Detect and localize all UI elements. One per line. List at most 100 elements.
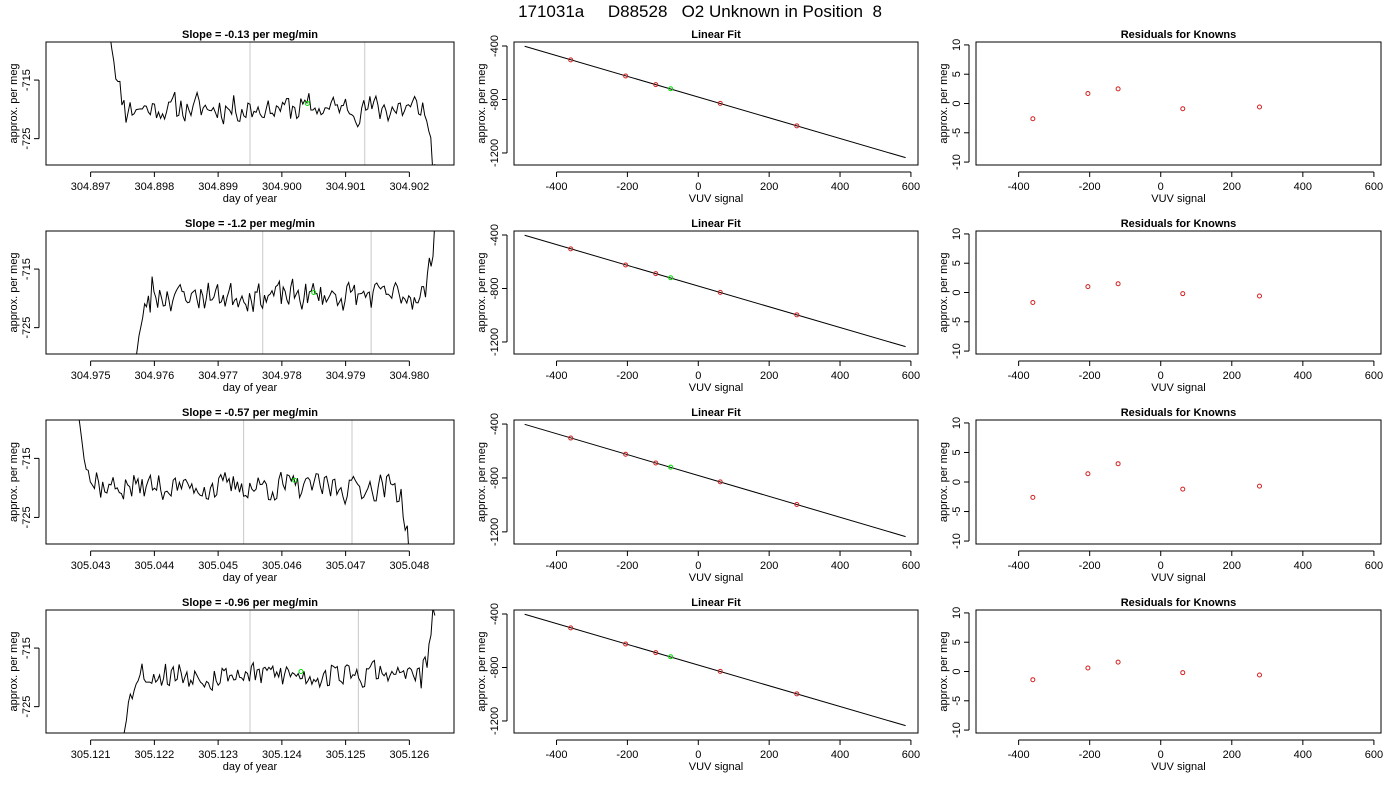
x-tick-label: 400 <box>1294 749 1312 761</box>
x-tick-label: 600 <box>1365 749 1383 761</box>
x-tick-label: 304.975 <box>71 370 111 382</box>
unknown-mean-point <box>311 290 317 295</box>
y-tick-label: -400 <box>489 35 501 57</box>
known-point <box>623 451 629 457</box>
panel-title: Slope = -1.2 per meg/min <box>185 218 315 230</box>
fit-line <box>524 234 906 348</box>
page-title: 171031a D88528 O2 Unknown in Position 8 <box>518 2 882 21</box>
x-tick-label: 400 <box>831 181 849 193</box>
residual-point <box>1115 659 1121 665</box>
x-tick-label: 304.980 <box>389 370 429 382</box>
x-tick-label: 304.977 <box>198 370 238 382</box>
x-tick-label: 0 <box>1158 370 1164 382</box>
x-tick-label: 600 <box>1365 560 1383 572</box>
y-tick-label: -715 <box>21 637 33 659</box>
panel-resid-row-2: Residuals for Knowns -400 -200 0 200 400 600 -1… <box>938 407 1383 584</box>
plot-frame <box>513 230 919 355</box>
y-tick-label: 5 <box>951 449 963 455</box>
x-tick-label: 304.978 <box>262 370 302 382</box>
x-tick-label: 400 <box>1294 181 1312 193</box>
plot-frame <box>513 41 919 166</box>
x-tick-label: 600 <box>902 749 920 761</box>
y-axis-label: approx. per meg <box>476 252 488 332</box>
unknown-mean-point <box>298 669 304 674</box>
x-tick-label: 0 <box>695 181 701 193</box>
y-tick-label: -715 <box>21 447 33 469</box>
x-tick-label: -400 <box>546 181 568 193</box>
trace-line <box>110 42 436 165</box>
y-tick-label: -5 <box>951 507 963 517</box>
residual-point <box>1115 461 1121 467</box>
unknown-point <box>668 275 674 281</box>
unknown-point <box>668 654 674 660</box>
residual-point <box>1085 91 1091 97</box>
known-point <box>623 73 629 79</box>
y-tick-label: -800 <box>489 88 501 110</box>
x-tick-label: 200 <box>1223 370 1241 382</box>
unknown-mean-point <box>304 101 310 106</box>
plot-frame <box>45 419 455 545</box>
y-tick-label: -400 <box>489 413 501 435</box>
known-point <box>717 668 723 674</box>
x-tick-label: 305.048 <box>389 560 429 572</box>
residual-point <box>1257 104 1262 110</box>
x-tick-label: 0 <box>1158 749 1164 761</box>
fit-line <box>524 45 906 159</box>
x-tick-label: 200 <box>1223 749 1241 761</box>
plot-frame <box>45 230 455 355</box>
y-tick-label: 10 <box>951 607 963 619</box>
unknown-point <box>668 464 674 470</box>
known-point <box>568 57 574 63</box>
x-tick-label: 400 <box>831 749 849 761</box>
x-tick-label: 400 <box>1294 560 1312 572</box>
y-axis-label: approx. per meg <box>476 63 488 143</box>
y-tick-label: 10 <box>951 417 963 429</box>
x-tick-label: 304.901 <box>326 181 366 193</box>
fit-line <box>524 613 906 727</box>
x-tick-label: -200 <box>1079 749 1101 761</box>
x-tick-label: 304.899 <box>198 181 238 193</box>
panel-trace-row-3: Slope = -0.96 per meg/min 305.121 305.122 3… <box>8 597 455 773</box>
panel-trace-row-2: Slope = -0.57 per meg/min 305.043 305.044 3… <box>8 407 455 584</box>
x-axis-label: VUV signal <box>689 193 743 205</box>
y-tick-label: -10 <box>951 343 963 359</box>
trace-line <box>78 420 409 544</box>
residual-point <box>1030 677 1036 683</box>
y-tick-label: -5 <box>951 696 963 706</box>
panel-title: Residuals for Knowns <box>1121 218 1237 230</box>
plot-frame <box>45 41 455 166</box>
panel-title: Linear Fit <box>691 407 741 419</box>
x-tick-label: -200 <box>616 749 638 761</box>
y-tick-label: -400 <box>489 603 501 625</box>
x-tick-label: 305.043 <box>71 560 111 572</box>
x-tick-label: 305.046 <box>262 560 302 572</box>
y-tick-label: 5 <box>951 260 963 266</box>
x-tick-label: 600 <box>902 560 920 572</box>
known-point <box>794 312 800 318</box>
y-tick-label: -5 <box>951 317 963 327</box>
x-tick-label: -200 <box>616 370 638 382</box>
known-point <box>623 262 629 268</box>
y-tick-label: -725 <box>21 506 33 528</box>
fit-line <box>524 423 906 538</box>
x-tick-label: 304.976 <box>134 370 174 382</box>
x-tick-label: 305.044 <box>134 560 174 572</box>
x-axis-label: day of year <box>223 761 278 773</box>
panel-title: Residuals for Knowns <box>1121 407 1237 419</box>
y-tick-label: -800 <box>489 656 501 678</box>
known-point <box>653 650 659 656</box>
panel-title: Residuals for Knowns <box>1121 29 1237 41</box>
x-tick-label: 200 <box>1223 181 1241 193</box>
y-tick-label: -10 <box>951 533 963 549</box>
panel-title: Linear Fit <box>691 29 741 41</box>
y-axis-label: approx. per meg <box>8 442 20 522</box>
x-tick-label: -200 <box>1079 181 1101 193</box>
panel-title: Linear Fit <box>691 597 741 609</box>
x-tick-label: 0 <box>695 370 701 382</box>
plot-frame <box>513 419 919 545</box>
x-tick-label: 305.123 <box>198 749 238 761</box>
x-tick-label: -400 <box>546 560 568 572</box>
known-point <box>623 641 629 647</box>
y-tick-label: -725 <box>21 696 33 718</box>
